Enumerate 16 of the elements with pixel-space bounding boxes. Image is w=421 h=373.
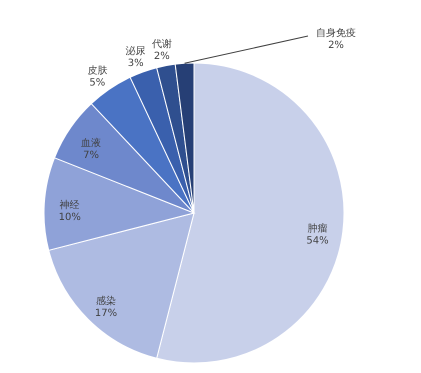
data-label: 17% — [94, 308, 118, 320]
data-label: 2% — [154, 51, 170, 62]
data-label: 2% — [328, 40, 344, 51]
slice-label: 代谢 — [150, 38, 172, 50]
slice-label: 皮肤 — [87, 64, 108, 77]
slice-label: 肿瘤 — [308, 222, 328, 235]
slice-label: 泌尿 — [126, 45, 146, 58]
slice-label: 神经 — [60, 199, 80, 212]
data-label: 10% — [58, 212, 81, 224]
data-label: 5% — [89, 78, 106, 89]
slice-label: 血液 — [81, 137, 102, 150]
data-label: 7% — [83, 150, 99, 162]
slice-label: 自身免疫 — [316, 27, 356, 39]
data-label: 3% — [128, 58, 144, 70]
data-label: 54% — [306, 236, 329, 247]
slice-label: 感染 — [96, 295, 116, 308]
